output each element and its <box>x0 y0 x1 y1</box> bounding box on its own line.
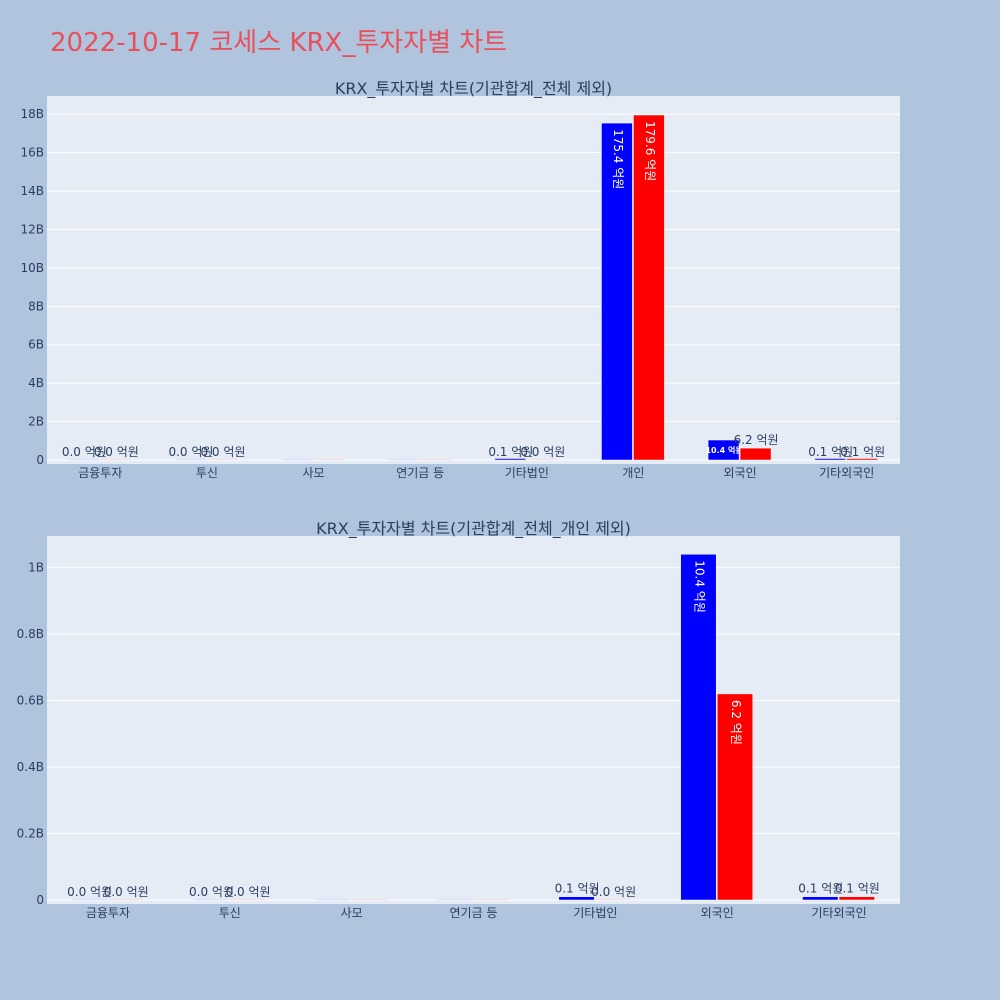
bar <box>351 899 388 901</box>
x-tick-label: 외국인 <box>724 466 757 480</box>
data-label: 10.4 억원 <box>705 445 742 455</box>
bar <box>802 896 839 901</box>
bar <box>107 899 144 901</box>
bar <box>314 899 351 901</box>
chart-1: 0 2B 4B 6B 8B 10B 12B 14B 16B 18B KRX_투자자별 차트(기관합계… <box>20 79 900 480</box>
bar <box>419 459 452 461</box>
x-tick-label: 개인 <box>622 466 644 480</box>
bar <box>526 459 559 461</box>
y-tick-label: 0.8B <box>17 627 44 641</box>
y-tick-label: 0 <box>36 453 44 467</box>
bar <box>558 896 595 901</box>
data-label: 0.0 억원 <box>62 445 107 459</box>
bar <box>206 459 239 461</box>
data-label: 6.2 억원 <box>734 433 779 447</box>
data-label: 0.0 억원 <box>520 445 565 459</box>
data-label: 0.0 억원 <box>226 885 271 899</box>
page-title: 2022-10-17 코세스 KRX_투자자별 차트 <box>50 28 508 58</box>
x-tick-label: 투신 <box>196 466 218 480</box>
data-label: 0.1 억원 <box>488 445 533 459</box>
x-tick-label: 기타외국인 <box>811 906 866 920</box>
data-label: 6.2 억원 <box>729 700 743 745</box>
bar <box>707 439 740 461</box>
bar <box>846 458 878 461</box>
data-label: 0.1 억원 <box>840 445 885 459</box>
x-tick-label: 사모 <box>303 466 325 480</box>
data-label: 0.0 억원 <box>189 885 234 899</box>
x-tick-label: 기타법인 <box>505 466 549 480</box>
y-tick-label: 0.2B <box>17 827 44 841</box>
bar <box>601 122 633 461</box>
bar <box>281 459 313 461</box>
data-label: 175.4 억원 <box>611 129 625 189</box>
plot-area <box>47 536 900 904</box>
data-label: 0.0 억원 <box>94 445 139 459</box>
data-label: 0.0 억원 <box>200 445 245 459</box>
data-label: 179.6 억원 <box>643 121 657 181</box>
x-tick-label: 금융투자 <box>86 906 130 920</box>
y-tick-label: 10B <box>20 261 44 275</box>
y-tick-label: 16B <box>20 146 44 160</box>
y-tick-label: 4B <box>28 376 44 390</box>
x-tick-label: 기타법인 <box>573 906 617 920</box>
y-tick-label: 12B <box>20 222 44 236</box>
chart-title: KRX_투자자별 차트(기관합계_전체 제외) <box>335 79 612 99</box>
bar <box>68 459 100 461</box>
chart-title: KRX_투자자별 차트(기관합계_전체_개인 제외) <box>316 519 631 539</box>
y-tick-label: 0 <box>36 893 44 907</box>
data-label: 0.0 억원 <box>591 885 636 899</box>
bar <box>313 459 345 461</box>
bar <box>192 899 230 901</box>
bar <box>174 459 207 461</box>
y-tick-label: 18B <box>20 107 44 121</box>
y-tick-label: 6B <box>28 338 44 352</box>
bar <box>100 459 132 461</box>
bar <box>71 899 108 901</box>
bar <box>387 459 420 461</box>
bar <box>716 693 754 901</box>
y-tick-label: 0.4B <box>17 760 44 774</box>
data-label: 0.0 억원 <box>104 885 149 899</box>
data-label: 0.1 억원 <box>835 882 880 896</box>
x-tick-label: 금융투자 <box>78 466 122 480</box>
data-label: 0.1 억원 <box>555 882 600 896</box>
y-tick-label: 14B <box>20 184 44 198</box>
data-label: 10.4 억원 <box>692 560 706 613</box>
bar <box>633 114 665 461</box>
bar <box>739 447 772 461</box>
bar <box>680 554 717 901</box>
y-tick-label: 1B <box>28 561 44 575</box>
bar <box>595 899 632 901</box>
y-tick-label: 2B <box>28 415 44 429</box>
y-tick-label: 0.6B <box>17 694 44 708</box>
bar <box>229 899 266 901</box>
bar <box>494 458 527 461</box>
x-tick-label: 연기금 등 <box>450 906 498 920</box>
bar <box>838 896 875 901</box>
x-tick-label: 사모 <box>341 906 363 920</box>
bar <box>436 899 473 901</box>
data-label: 0.0 억원 <box>168 445 213 459</box>
y-tick-label: 8B <box>28 299 44 313</box>
data-label: 0.1 억원 <box>808 445 853 459</box>
chart-2: 0 0.2B 0.4B 0.6B 0.8B 1B KRX_투자자별 차트(기관합계_전체_개… <box>17 519 900 920</box>
bar <box>814 458 846 461</box>
x-tick-label: 외국인 <box>701 906 734 920</box>
plot-area <box>47 96 900 464</box>
data-label: 0.0 억원 <box>67 885 112 899</box>
x-tick-label: 투신 <box>219 906 241 920</box>
bar <box>473 899 510 901</box>
x-tick-label: 기타외국인 <box>819 466 874 480</box>
x-tick-label: 연기금 등 <box>396 466 444 480</box>
data-label: 0.1 억원 <box>798 882 843 896</box>
